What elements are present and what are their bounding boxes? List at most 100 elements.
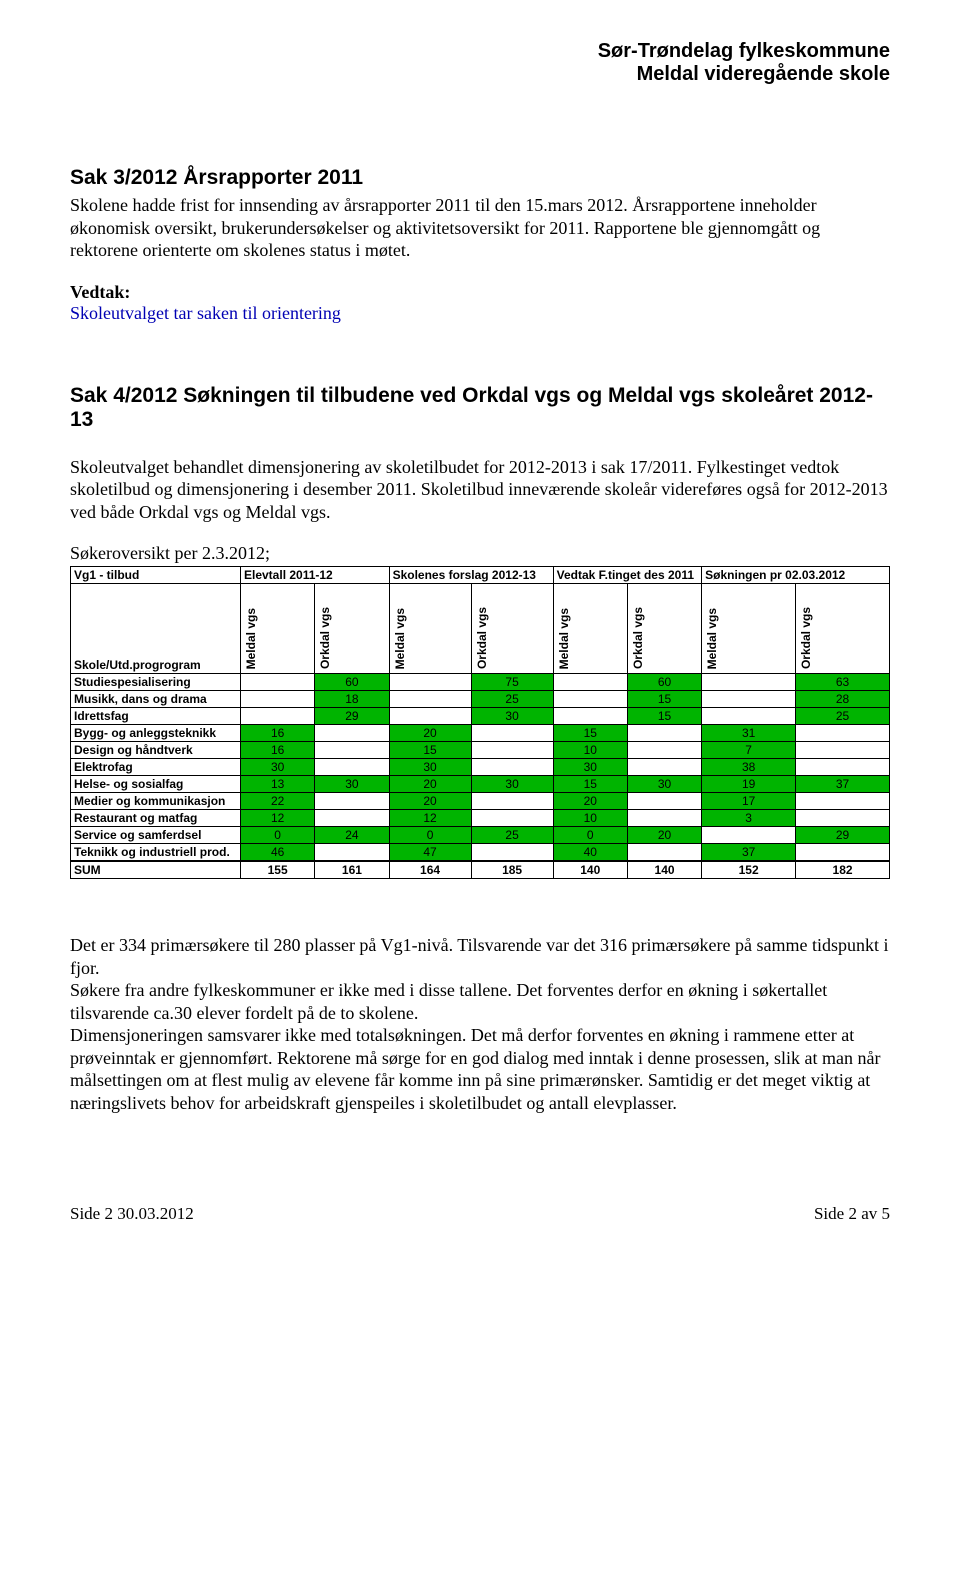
table-cell xyxy=(627,759,701,776)
table-cell xyxy=(796,844,890,862)
table-row: Design og håndtverk1615107 xyxy=(71,742,890,759)
table-cell: 30 xyxy=(471,708,553,725)
table-cell: 60 xyxy=(627,674,701,691)
table-cell: 13 xyxy=(241,776,315,793)
table-cell: 30 xyxy=(553,759,627,776)
table-row: Teknikk og industriell prod.46474037 xyxy=(71,844,890,862)
sum-cell: 161 xyxy=(315,861,389,879)
table-cell: 20 xyxy=(627,827,701,844)
table-cell: 15 xyxy=(627,691,701,708)
table-cell: 0 xyxy=(241,827,315,844)
table-cell: 0 xyxy=(389,827,471,844)
table-cell: 31 xyxy=(702,725,796,742)
table-cell xyxy=(471,844,553,862)
header-org: Sør-Trøndelag fylkeskommune xyxy=(70,40,890,63)
table-row: Musikk, dans og drama18251528 xyxy=(71,691,890,708)
sub-header: Orkdal vgs xyxy=(631,607,645,669)
row-name: Restaurant og matfag xyxy=(71,810,241,827)
table-row: Elektrofag30303038 xyxy=(71,759,890,776)
table-cell xyxy=(553,708,627,725)
sub-header: Orkdal vgs xyxy=(475,607,489,669)
table-cell: 10 xyxy=(553,742,627,759)
table-cell xyxy=(627,742,701,759)
table-cell xyxy=(241,708,315,725)
header-school: Meldal videregående skole xyxy=(70,63,890,86)
table-cell xyxy=(241,691,315,708)
sum-cell: 185 xyxy=(471,861,553,879)
table-top-left: Vg1 - tilbud xyxy=(71,567,241,584)
table-cell: 30 xyxy=(315,776,389,793)
table-cell xyxy=(315,759,389,776)
table-row: Helse- og sosialfag1330203015301937 xyxy=(71,776,890,793)
sum-cell: 164 xyxy=(389,861,471,879)
sak3-section: Sak 3/2012 Årsrapporter 2011 Skolene had… xyxy=(70,166,890,324)
table-cell: 17 xyxy=(702,793,796,810)
table-cell: 30 xyxy=(241,759,315,776)
row-name: Design og håndtverk xyxy=(71,742,241,759)
table-cell xyxy=(315,725,389,742)
table-cell xyxy=(315,742,389,759)
table-header-row-2: Skole/Utd.progrogram Meldal vgs Orkdal v… xyxy=(71,584,890,674)
row-name: Idrettsfag xyxy=(71,708,241,725)
sak3-body: Skolene hadde frist for innsending av år… xyxy=(70,194,890,262)
group-header: Skolenes forslag 2012-13 xyxy=(389,567,553,584)
sub-header: Meldal vgs xyxy=(705,608,719,669)
after-p2: Søkere fra andre fylkeskommuner er ikke … xyxy=(70,980,827,1023)
table-cell xyxy=(315,844,389,862)
vedtak-label: Vedtak: xyxy=(70,282,890,303)
table-cell: 20 xyxy=(553,793,627,810)
table-cell: 47 xyxy=(389,844,471,862)
table-cell xyxy=(241,674,315,691)
table-cell: 30 xyxy=(627,776,701,793)
table-cell xyxy=(471,810,553,827)
table-cell: 25 xyxy=(471,827,553,844)
table-cell: 15 xyxy=(553,776,627,793)
footer-left: Side 2 30.03.2012 xyxy=(70,1204,194,1224)
row-name: Service og samferdsel xyxy=(71,827,241,844)
table-cell: 18 xyxy=(315,691,389,708)
table-cell xyxy=(471,742,553,759)
table-cell xyxy=(627,844,701,862)
page: Sør-Trøndelag fylkeskommune Meldal vider… xyxy=(0,0,960,1254)
table-row: Idrettsfag29301525 xyxy=(71,708,890,725)
table-header-row-1: Vg1 - tilbud Elevtall 2011-12 Skolenes f… xyxy=(71,567,890,584)
table-cell xyxy=(471,759,553,776)
after-p3: Dimensjoneringen samsvarer ikke med tota… xyxy=(70,1025,880,1113)
sak4-body: Skoleutvalget behandlet dimensjonering a… xyxy=(70,456,890,524)
table-row: Bygg- og anleggsteknikk16201531 xyxy=(71,725,890,742)
table-cell xyxy=(389,674,471,691)
page-footer: Side 2 30.03.2012 Side 2 av 5 xyxy=(70,1204,890,1224)
sub-header: Orkdal vgs xyxy=(318,607,332,669)
row-label-header: Skole/Utd.progrogram xyxy=(71,584,241,674)
sak4-section: Sak 4/2012 Søkningen til tilbudene ved O… xyxy=(70,384,890,432)
row-name: Studiespesialisering xyxy=(71,674,241,691)
table-cell xyxy=(796,759,890,776)
table-cell xyxy=(315,810,389,827)
row-name: Teknikk og industriell prod. xyxy=(71,844,241,862)
table-cell xyxy=(389,708,471,725)
table-cell: 46 xyxy=(241,844,315,862)
table-cell: 10 xyxy=(553,810,627,827)
table-cell: 0 xyxy=(553,827,627,844)
table-cell xyxy=(796,810,890,827)
table-cell xyxy=(627,793,701,810)
row-name: Bygg- og anleggsteknikk xyxy=(71,725,241,742)
after-p1: Det er 334 primærsøkere til 280 plasser … xyxy=(70,935,889,978)
sum-cell: 152 xyxy=(702,861,796,879)
sub-header: Orkdal vgs xyxy=(799,607,813,669)
table-cell: 15 xyxy=(627,708,701,725)
table-row: Medier og kommunikasjon22202017 xyxy=(71,793,890,810)
table-cell xyxy=(702,691,796,708)
row-name: Medier og kommunikasjon xyxy=(71,793,241,810)
table-cell xyxy=(553,691,627,708)
sub-header: Meldal vgs xyxy=(244,608,258,669)
table-cell: 30 xyxy=(471,776,553,793)
table-cell: 12 xyxy=(241,810,315,827)
table-cell: 30 xyxy=(389,759,471,776)
table-cell: 7 xyxy=(702,742,796,759)
sak4-heading: Sak 4/2012 Søkningen til tilbudene ved O… xyxy=(70,384,890,432)
table-cell: 25 xyxy=(796,708,890,725)
sum-cell: 140 xyxy=(553,861,627,879)
table-cell: 25 xyxy=(471,691,553,708)
sak3-heading: Sak 3/2012 Årsrapporter 2011 xyxy=(70,166,890,190)
